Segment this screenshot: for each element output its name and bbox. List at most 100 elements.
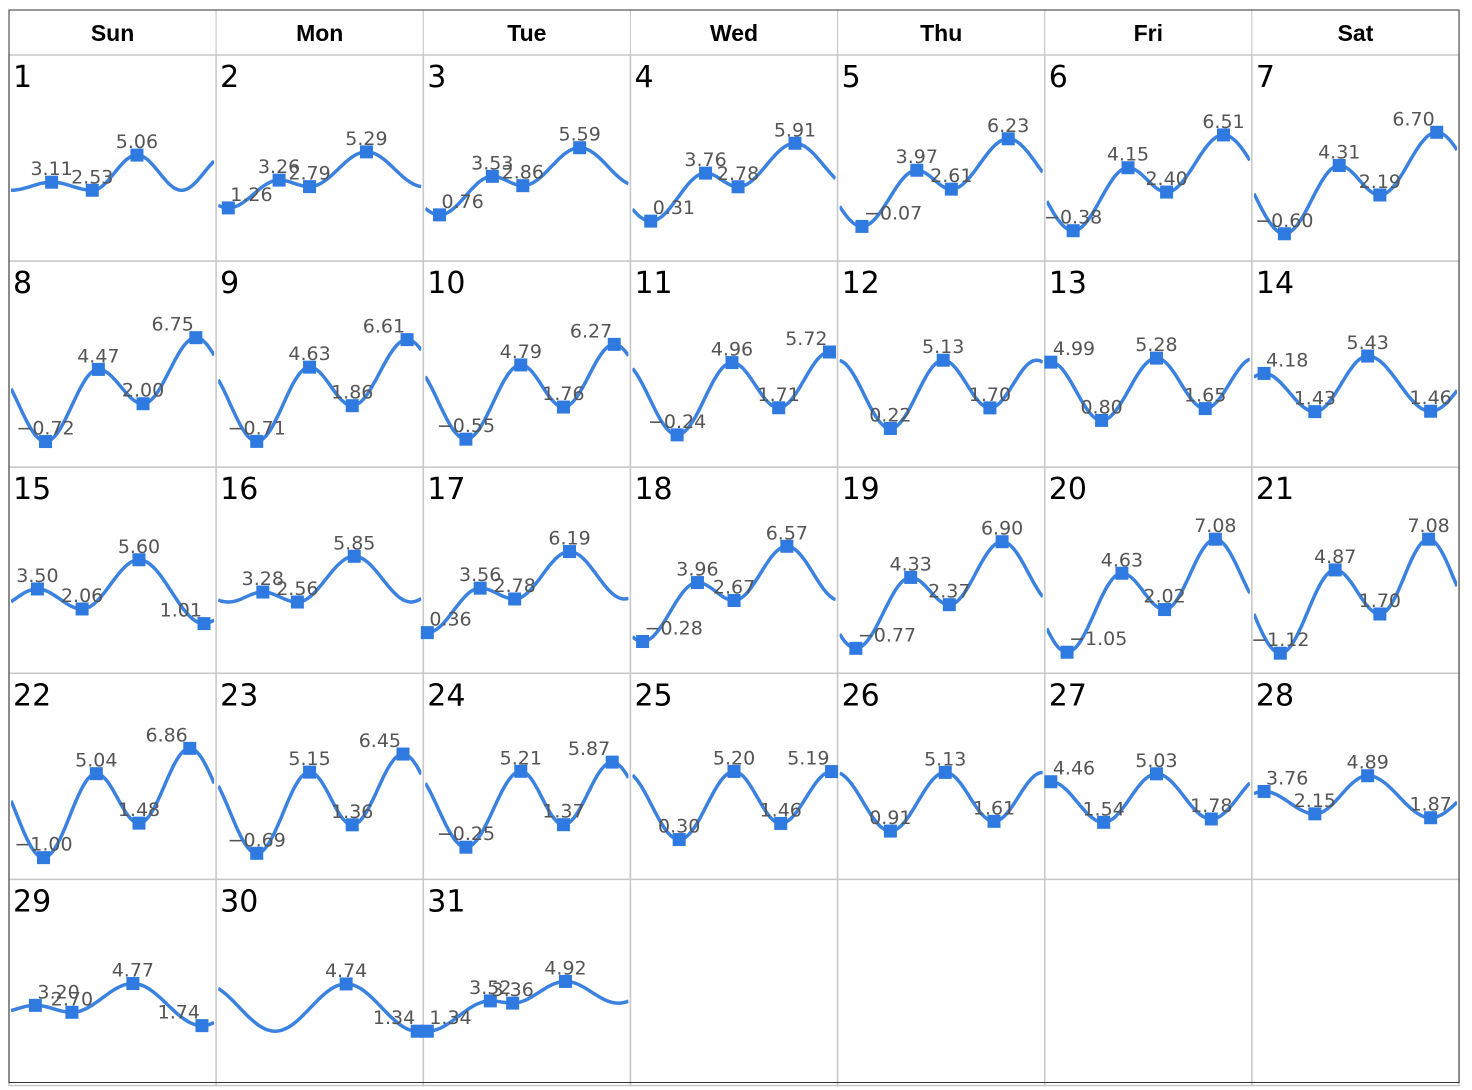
- extreme-label: 0.80: [1080, 396, 1122, 418]
- extreme-marker: [433, 208, 447, 222]
- extreme-label: 1.71: [758, 384, 800, 406]
- day-number: 7: [1256, 60, 1275, 95]
- extreme-label: 5.72: [785, 328, 827, 350]
- extreme-label: 6.90: [981, 518, 1023, 540]
- day-25: 25 0.30 5.20 1.46 5.19: [632, 678, 839, 847]
- extreme-label: 2.86: [502, 162, 544, 184]
- extreme-label: 1.78: [1190, 795, 1232, 817]
- extreme-marker: [910, 163, 924, 177]
- day-number: 26: [842, 678, 880, 713]
- extreme-marker: [485, 169, 499, 183]
- extreme-label: −1.00: [14, 834, 72, 856]
- calendar-border: [8, 9, 1460, 1083]
- extreme-label: 4.63: [288, 343, 330, 365]
- extreme-marker: [303, 180, 317, 194]
- extreme-marker: [672, 833, 686, 847]
- extreme-marker: [303, 360, 317, 374]
- extreme-marker: [1277, 227, 1291, 241]
- extreme-marker: [1422, 532, 1436, 546]
- extreme-marker: [85, 183, 99, 197]
- day-17: 17 0.36 3.562.78 6.19: [420, 472, 629, 640]
- day-number: 15: [13, 472, 51, 507]
- extreme-label: 3.20: [37, 981, 79, 1003]
- day-30: 30 4.74 1.34: [218, 884, 424, 1038]
- day-cell: [629, 878, 839, 1087]
- extreme-label: 6.23: [987, 115, 1029, 137]
- weekday-header-wed: Wed: [710, 20, 758, 46]
- extreme-marker: [1424, 404, 1438, 418]
- day-5: 5 −0.07 3.972.61 6.23: [839, 60, 1043, 233]
- tide-curve: [1046, 133, 1250, 233]
- extreme-marker: [607, 337, 621, 351]
- day-number: 28: [1256, 678, 1294, 713]
- extreme-label: 6.61: [363, 316, 405, 338]
- extreme-marker: [1115, 566, 1129, 580]
- extreme-marker: [699, 166, 713, 180]
- extreme-marker: [772, 401, 786, 415]
- day-24: 24 −0.25 5.21 1.37 5.87: [425, 678, 629, 854]
- extreme-label: 4.89: [1347, 752, 1389, 774]
- extreme-label: 1.65: [1184, 385, 1226, 407]
- extreme-label: 4.18: [1266, 349, 1308, 371]
- extreme-marker: [420, 1024, 434, 1038]
- extreme-marker: [91, 362, 105, 376]
- extreme-marker: [195, 1019, 209, 1033]
- extreme-marker: [339, 977, 353, 991]
- extreme-label: 2.37: [928, 581, 970, 603]
- extreme-marker: [1216, 128, 1230, 142]
- extreme-label: 6.19: [548, 528, 590, 550]
- extreme-marker: [290, 595, 304, 609]
- extreme-label: 1.70: [969, 384, 1011, 406]
- extreme-label: 3.11: [30, 158, 72, 180]
- extreme-label: 4.96: [711, 339, 753, 361]
- extreme-label: −1.12: [1251, 629, 1309, 651]
- extreme-marker: [508, 592, 522, 606]
- extreme-marker: [883, 824, 897, 838]
- tide-curve: [11, 153, 215, 193]
- extreme-marker: [130, 148, 144, 162]
- extreme-label: 2.70: [51, 988, 93, 1010]
- extreme-label: 1.46: [760, 799, 802, 821]
- extreme-marker: [28, 998, 42, 1012]
- day-cell: [422, 466, 632, 675]
- day-number: 20: [1049, 472, 1087, 507]
- extreme-label: 4.47: [77, 345, 119, 367]
- extreme-label: 4.46: [1053, 758, 1095, 780]
- day-cell: [215, 54, 425, 262]
- day-cell: [836, 54, 1046, 262]
- extreme-label: 3.28: [242, 568, 284, 590]
- weekday-header-tue: Tue: [507, 20, 546, 46]
- day-cell: [1251, 878, 1460, 1087]
- day-number: 18: [634, 472, 672, 507]
- tide-curve: [839, 539, 1043, 651]
- extreme-marker: [516, 179, 530, 193]
- extreme-marker: [825, 765, 839, 779]
- extreme-label: 3.52: [469, 977, 511, 999]
- extreme-marker: [556, 400, 570, 414]
- extreme-marker: [65, 1005, 79, 1019]
- extreme-label: 6.27: [570, 320, 612, 342]
- extreme-marker: [89, 767, 103, 781]
- day-16: 16 3.282.56 5.85: [218, 472, 422, 609]
- day-number: 14: [1256, 266, 1294, 301]
- extreme-marker: [1160, 185, 1174, 199]
- extreme-label: 2.61: [930, 165, 972, 187]
- extreme-marker: [849, 641, 863, 655]
- extreme-label: 4.63: [1101, 549, 1143, 571]
- extreme-marker: [558, 974, 572, 988]
- extreme-marker: [636, 635, 650, 649]
- extreme-marker: [1095, 413, 1109, 427]
- tide-curve: [218, 554, 422, 604]
- extreme-marker: [1044, 355, 1058, 369]
- extreme-label: 5.29: [345, 128, 387, 150]
- extreme-label: 1.36: [331, 801, 373, 823]
- extreme-marker: [573, 141, 587, 155]
- extreme-label: 0.76: [442, 191, 484, 213]
- extreme-label: 2.40: [1145, 168, 1187, 190]
- extreme-label: 1.37: [542, 801, 584, 823]
- day-number: 27: [1049, 678, 1087, 713]
- extreme-marker: [883, 421, 897, 435]
- tide-curve: [425, 979, 629, 1033]
- tide-curve: [11, 558, 215, 626]
- day-number: 17: [427, 472, 465, 507]
